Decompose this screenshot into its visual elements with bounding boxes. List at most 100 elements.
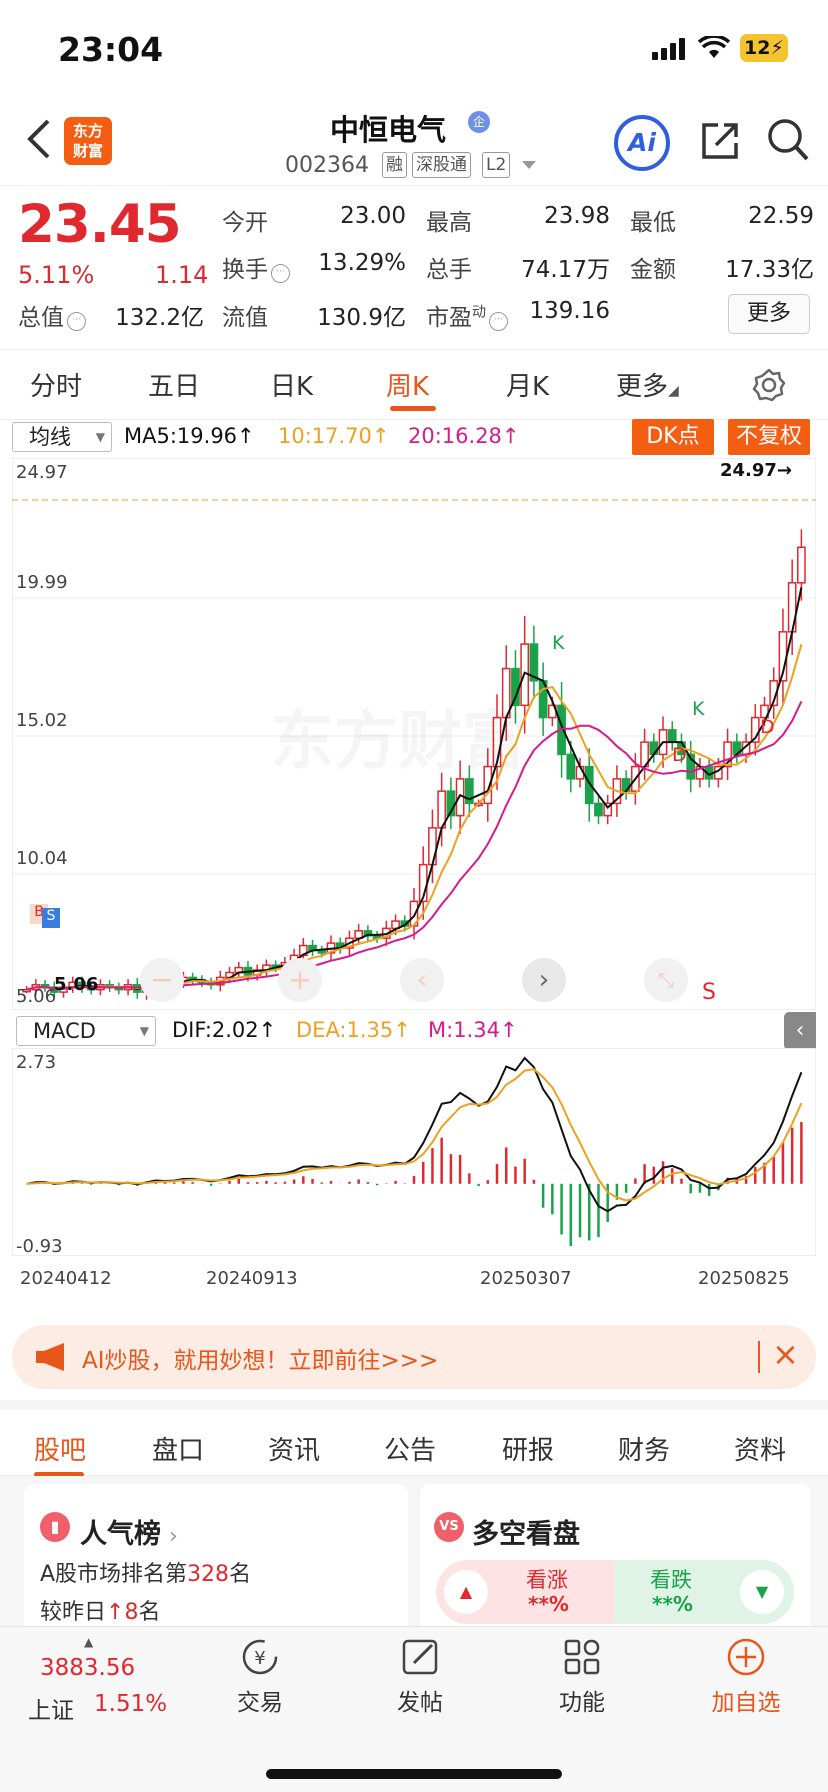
ma-indicator-select[interactable]: 均线 ▼ — [12, 422, 112, 452]
tag-connect: 深股通 — [412, 152, 471, 178]
quote-panel: 23.45 5.11% 1.14 今开 23.00 最高 23.98 最低 22… — [0, 185, 828, 350]
candle-body — [464, 778, 474, 805]
candlestick-chart[interactable] — [12, 458, 816, 1010]
vs-icon: VS — [434, 1512, 464, 1542]
candle-body — [723, 741, 732, 768]
macd-indicator-select[interactable]: MACD ▼ — [16, 1016, 156, 1046]
tab-forum[interactable]: 股吧 — [34, 1436, 87, 1466]
y-tick-label: 10.04 — [16, 848, 68, 869]
info-icon[interactable]: ··· — [67, 312, 86, 331]
tab-research[interactable]: 研报 — [502, 1436, 555, 1466]
mktcap-label-text: 总值 — [18, 305, 64, 331]
tab-weekly-k[interactable]: 周K — [386, 372, 430, 402]
delta-prefix: 较昨日 — [40, 1600, 107, 1625]
bottom-navigation: ▲ 3883.56 上证 1.51% ¥ 交易 发帖 功能 加自选 — [0, 1626, 828, 1792]
signal-d: D — [760, 716, 775, 738]
ma5-value: MA5:19.96↑ — [124, 424, 255, 448]
popularity-card[interactable]: ▮ 人气榜 › A股市场排名第328名 较昨日↑8名 — [24, 1484, 408, 1634]
bull-button[interactable]: ▲ 看涨 **% — [436, 1560, 614, 1624]
candle-body — [428, 827, 437, 866]
index-value: 3883.56 — [40, 1655, 136, 1681]
turnover-value: 13.29% — [318, 250, 406, 276]
nav-functions-label: 功能 — [559, 1690, 605, 1716]
megaphone-icon — [36, 1343, 64, 1371]
ma10-value: 10:17.70↑ — [278, 424, 390, 448]
nav-post-label: 发帖 — [397, 1690, 443, 1716]
ai-promo-banner[interactable]: AI炒股，就用妙想！立即前往>>> × — [12, 1325, 816, 1389]
ai-promo-text[interactable]: AI炒股，就用妙想！立即前往>>> — [82, 1348, 439, 1374]
macd-chart[interactable] — [12, 1048, 816, 1256]
popularity-title: 人气榜 › — [80, 1512, 178, 1551]
candle-body — [667, 729, 677, 743]
grid-icon — [564, 1639, 600, 1675]
x-tick-label: 20240412 — [20, 1268, 112, 1289]
edit-icon — [402, 1639, 438, 1675]
tab-monthly-k[interactable]: 月K — [506, 372, 550, 402]
tab-daily-k[interactable]: 日K — [270, 372, 314, 402]
share-icon[interactable] — [698, 119, 742, 163]
index-name: 上证 — [28, 1698, 74, 1724]
signal-d: D — [672, 744, 687, 766]
scroll-left-button[interactable]: ‹ — [400, 958, 444, 1002]
tab-orderbook[interactable]: 盘口 — [152, 1436, 205, 1466]
bear-button[interactable]: 看跌 **% ▼ — [614, 1560, 794, 1624]
close-icon[interactable]: × — [772, 1335, 799, 1373]
expand-icon[interactable]: ⤡ — [644, 958, 688, 1002]
signal-k: K — [552, 632, 565, 654]
svg-text:¥: ¥ — [254, 1648, 265, 1669]
signal-s-badge: S — [42, 908, 60, 928]
amount-value: 17.33亿 — [725, 257, 814, 283]
candle-body — [483, 765, 493, 805]
enterprise-badge: 企 — [468, 111, 490, 133]
nav-post[interactable]: 发帖 — [370, 1627, 470, 1723]
nav-add-watchlist-label: 加自选 — [711, 1690, 781, 1716]
info-icon[interactable]: ··· — [489, 312, 508, 331]
bear-label: 看跌 — [650, 1568, 692, 1592]
change-amount: 1.14 — [155, 261, 209, 289]
rank-value: 328 — [187, 1562, 230, 1587]
delta-value: 8 — [124, 1600, 139, 1625]
long-short-card[interactable]: VS 多空看盘 ▲ 看涨 **% 看跌 **% ▼ — [420, 1484, 810, 1634]
battery-icon: 12⚡ — [740, 34, 788, 62]
logo-text-2: 财富 — [72, 142, 103, 160]
macd-y-tick: 2.73 — [16, 1052, 57, 1073]
turnover-label-text: 换手 — [222, 257, 268, 283]
back-arrow-icon[interactable] — [24, 117, 56, 161]
app-logo: 东方 财富 — [64, 117, 112, 165]
more-quote-button[interactable]: 更多 — [728, 294, 810, 334]
index-ticker[interactable]: ▲ 3883.56 上证 1.51% — [18, 1635, 168, 1724]
chevron-right-icon: › — [169, 1524, 178, 1549]
nav-add-watchlist[interactable]: 加自选 — [696, 1627, 796, 1723]
ai-assistant-button[interactable]: Ai — [614, 115, 670, 171]
nav-trade[interactable]: ¥ 交易 — [210, 1627, 310, 1723]
active-tab-indicator — [390, 406, 436, 411]
gear-icon[interactable] — [752, 368, 786, 402]
pe-value: 139.16 — [529, 298, 610, 324]
banner-divider — [758, 1341, 760, 1373]
tab-profile[interactable]: 资料 — [734, 1436, 787, 1466]
no-adjust-button[interactable]: 不复权 — [728, 419, 810, 455]
low-value: 22.59 — [748, 203, 814, 229]
tab-five-day[interactable]: 五日 — [148, 372, 201, 402]
popularity-rank: A股市场排名第328名 — [40, 1556, 251, 1588]
tab-financials[interactable]: 财务 — [618, 1436, 671, 1466]
nav-functions[interactable]: 功能 — [532, 1627, 632, 1723]
min-price-marker: 5.06 — [54, 974, 99, 995]
zoom-out-button[interactable]: − — [140, 958, 184, 1002]
macd-lines — [26, 1056, 803, 1213]
info-icon[interactable]: ··· — [271, 264, 290, 283]
dk-point-button[interactable]: DK点 — [632, 419, 714, 455]
tab-announcements[interactable]: 公告 — [384, 1436, 437, 1466]
tab-intraday[interactable]: 分时 — [30, 372, 83, 402]
collapse-panel-button[interactable]: ‹ — [784, 1012, 816, 1050]
tab-more-periods[interactable]: 更多◢ — [616, 366, 679, 403]
rank-suffix: 名 — [229, 1562, 252, 1587]
volume-label: 总手 — [426, 257, 472, 283]
tab-news[interactable]: 资讯 — [268, 1436, 321, 1466]
search-icon[interactable] — [766, 117, 810, 163]
index-change: 1.51% — [94, 1691, 168, 1717]
zoom-in-button[interactable]: + — [278, 958, 322, 1002]
chevron-down-icon[interactable] — [522, 161, 536, 171]
scroll-right-button[interactable]: › — [522, 958, 566, 1002]
pe-label-text: 市盈 — [426, 305, 472, 331]
